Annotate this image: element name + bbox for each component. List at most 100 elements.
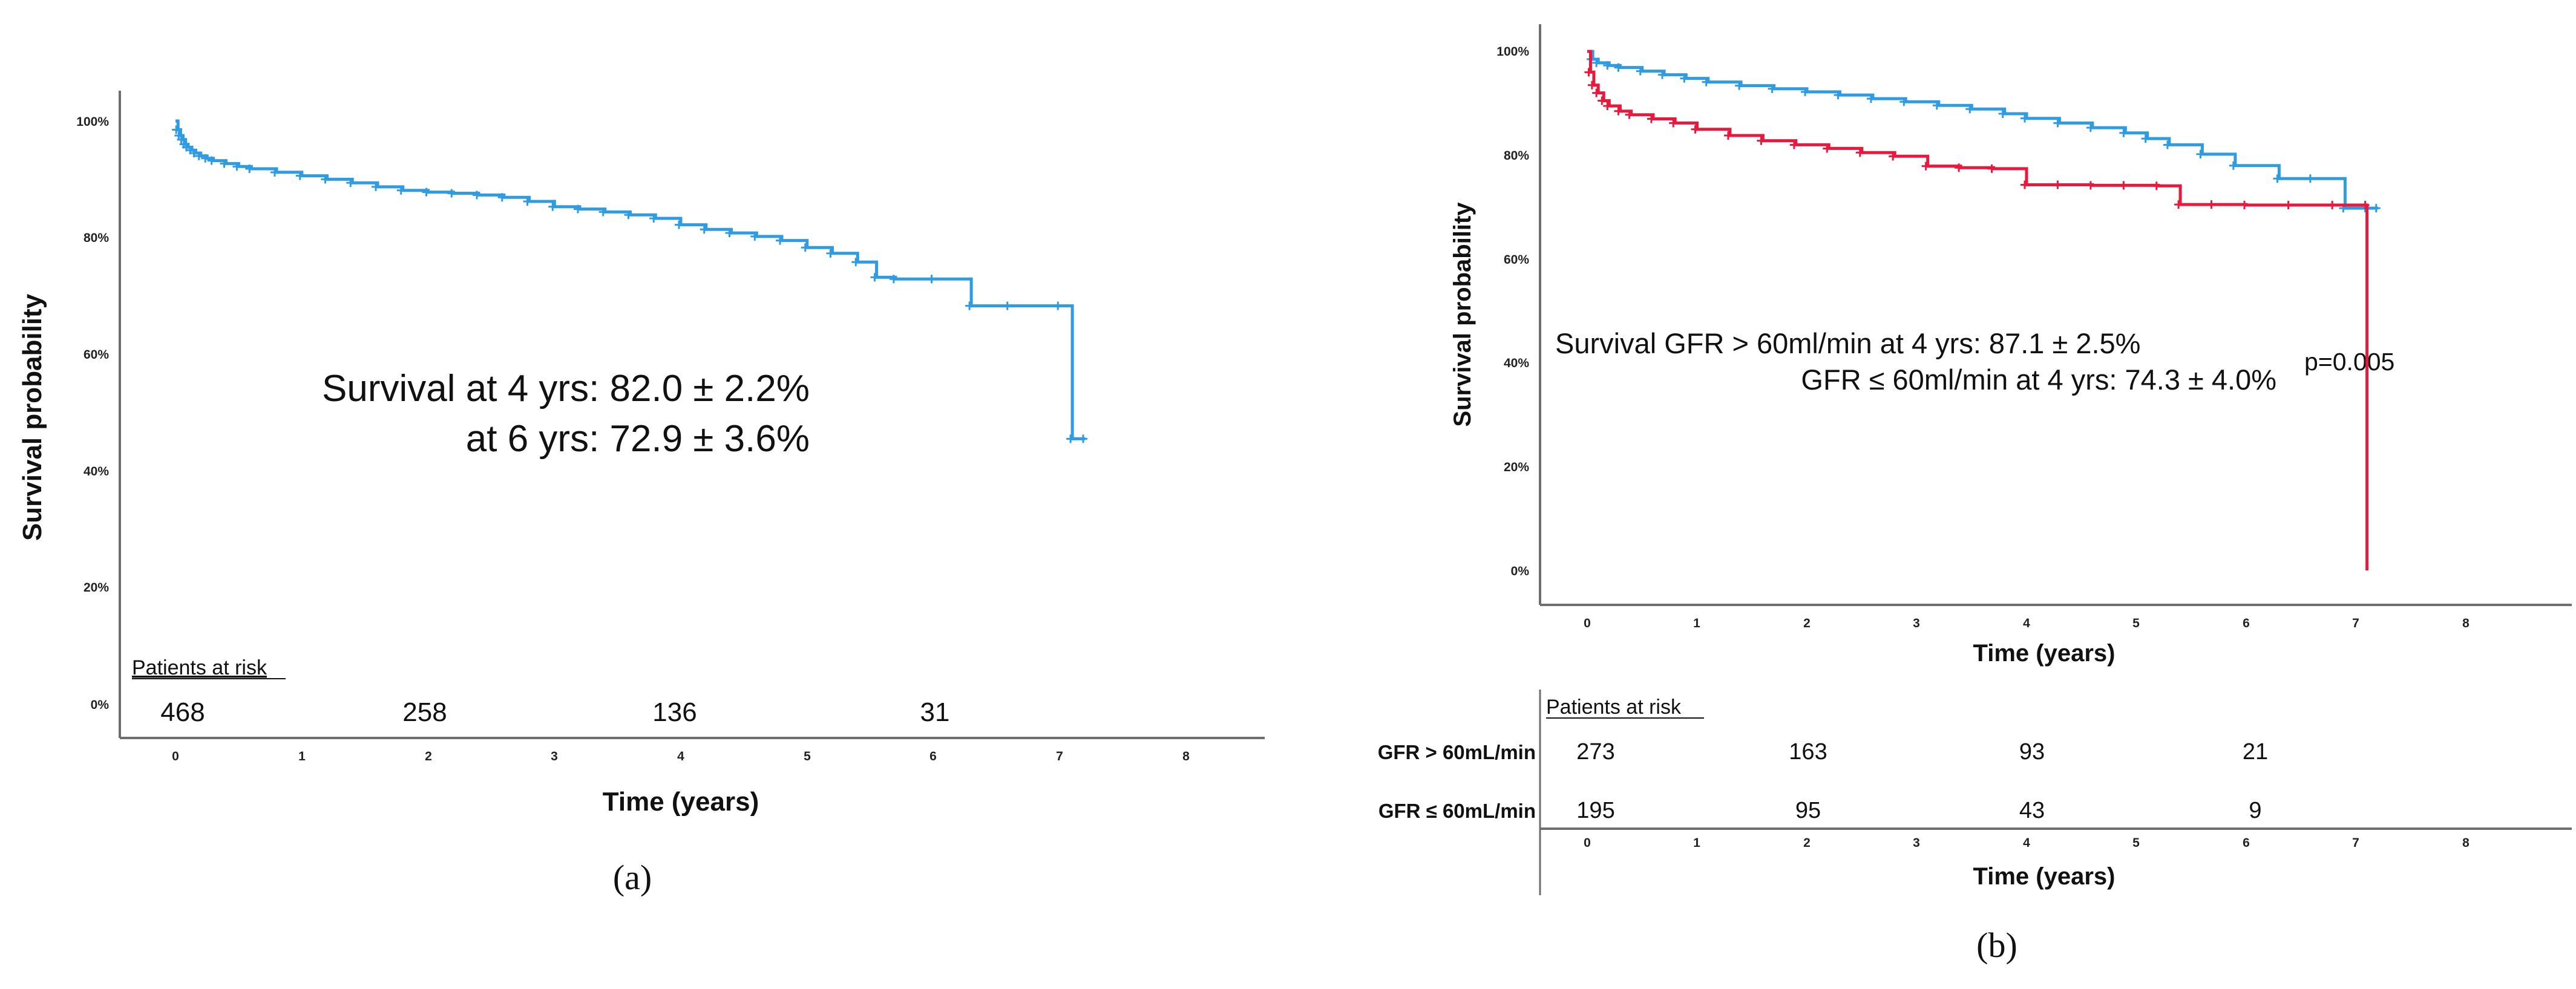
panel-b-series-1-censor-mark: [1647, 114, 1656, 123]
panel-a-annotation-4yrs: Survival at 4 yrs: 82.0 ± 2.2%: [322, 368, 810, 410]
panel-b-series-1-censor-mark: [2053, 180, 2062, 189]
panel-a-series-0-censor-mark: [574, 204, 582, 214]
panel-a-series-0-censor-mark: [1066, 434, 1075, 443]
panel-a-series-0-censor-mark: [207, 156, 216, 165]
panel-b-risk-low-t6: 9: [2249, 798, 2261, 823]
panel-b-series-0-censor-mark: [1866, 94, 1875, 103]
panel-b-series-1-censor-mark: [2240, 200, 2249, 209]
panel-b-risk-low-t2: 95: [1795, 798, 1821, 823]
panel-a-y-axis-title: Survival probability: [18, 293, 47, 541]
panel-a-series-0-censor-mark: [965, 301, 974, 310]
panel-a-x-axis-title: Time (years): [603, 787, 759, 817]
panel-b-series-1-censor-mark: [2361, 200, 2370, 209]
panel-b-series-0-censor-mark: [1965, 105, 1975, 114]
panel-b-series-0-censor-mark: [1603, 61, 1612, 70]
panel-b-risk-x-tick-4: 4: [2023, 836, 2030, 850]
panel-a-series-0-censor-mark: [447, 189, 456, 198]
panel-a-y-tick-60: 60%: [84, 348, 109, 362]
panel-a-series-0-censor-mark: [372, 182, 380, 191]
panel-b-y-tick-40: 40%: [1504, 356, 1529, 370]
panel-a-series-0-censor-mark: [346, 178, 355, 188]
panel-a-x-tick-6: 6: [929, 749, 937, 763]
panel-a-x-tick-0: 0: [172, 749, 179, 763]
panel-b-series-0-censor-mark: [1768, 84, 1777, 93]
panel-a-x-tick-5: 5: [804, 749, 811, 763]
panel-a-series-0-censor-mark: [473, 191, 481, 200]
panel-b-risk-high-t4: 93: [2019, 739, 2045, 765]
panel-a: 100% 80% 60% 40% 20% 0% 0 1 2 3 4 5 6 7 …: [18, 91, 1265, 897]
panel-b-risk-x-axis-title: Time (years): [1973, 863, 2116, 890]
panel-b-series-1-censor-mark: [1587, 80, 1596, 90]
panel-a-x-tick-7: 7: [1056, 749, 1063, 763]
panel-a-y-tick-40: 40%: [84, 465, 109, 478]
panel-a-risk-value-t2: 258: [402, 697, 447, 727]
panel-b-series-1-censor-mark: [2207, 200, 2216, 209]
panel-a-x-tick-1: 1: [298, 749, 306, 763]
panel-b-x-tick-6: 6: [2243, 616, 2250, 630]
panel-a-series-0-censor-mark: [321, 175, 330, 184]
panel-b-series-0-censor-mark: [2371, 204, 2381, 213]
panel-b-series-1-line: [1587, 50, 2369, 570]
panel-a-x-tick-4: 4: [677, 749, 684, 763]
panel-b-annotation-gfr-low: GFR ≤ 60ml/min at 4 yrs: 74.3 ± 4.0%: [1801, 364, 2276, 396]
panel-b-series-1-censor-mark: [1691, 125, 1700, 134]
panel-a-series-0-censor-mark: [523, 197, 532, 206]
panel-b-series-1-censor-mark: [2152, 181, 2161, 191]
panel-a-series-0-censor-mark: [548, 202, 557, 211]
panel-a-series-0-censor-mark: [624, 211, 633, 220]
panel-a-series-0-censor-mark: [177, 135, 186, 144]
panel-b-series-0-censor-mark: [2273, 174, 2282, 183]
panel-b-x-tick-4: 4: [2023, 616, 2030, 630]
panel-a-y-tick-80: 80%: [84, 231, 109, 245]
panel-b-series-1-censor-mark: [1823, 144, 1832, 153]
panel-b-annotation-pvalue: p=0.005: [2304, 348, 2394, 376]
panel-b-risk-x-tick-0: 0: [1584, 836, 1591, 850]
panel-b-y-tick-80: 80%: [1504, 149, 1529, 163]
panel-b-series-0-censor-mark: [2229, 161, 2238, 170]
panel-a-series-0-censor-mark: [870, 273, 879, 282]
panel-a-series-0-censor-mark: [725, 229, 734, 238]
panel-a-series-0-censor-mark: [245, 165, 254, 174]
panel-a-series-0-censor-mark: [422, 188, 431, 197]
panel-b-series-0-censor-mark: [2306, 174, 2315, 183]
panel-a-series-0-censor-mark: [826, 249, 835, 258]
panel-b-series-1-censor-mark: [1723, 131, 1732, 140]
panel-b-x-tick-0: 0: [1584, 616, 1591, 630]
panel-b-risk-high-t6: 21: [2243, 739, 2268, 765]
panel-a-series-0-censor-mark: [700, 225, 709, 234]
panel-a-series-0-censor-mark: [232, 162, 241, 171]
panel-a-y-tick-20: 20%: [84, 581, 109, 595]
panel-b-series-1-censor-mark: [1592, 88, 1601, 97]
panel-a-series-0-censor-mark: [649, 214, 658, 223]
panel-b-annotation-gfr-high: Survival GFR > 60ml/min at 4 yrs: 87.1 ±…: [1555, 327, 2140, 359]
panel-b-series-0-censor-mark: [2119, 128, 2128, 137]
panel-b-series-0-censor-mark: [2163, 140, 2172, 149]
panel-a-caption: (a): [613, 858, 652, 897]
panel-a-y-tick-0: 0%: [91, 698, 110, 712]
panel-a-x-tick-2: 2: [425, 749, 432, 763]
panel-b-x-tick-7: 7: [2352, 616, 2359, 630]
panel-b-y-axis-title: Survival probability: [1449, 202, 1476, 427]
panel-a-series-0-censor-mark: [194, 151, 203, 160]
panel-b-series-1-censor-mark: [1855, 148, 1864, 157]
panel-b-x-axis-title: Time (years): [1973, 640, 2116, 667]
panel-b-curves: [1584, 50, 2381, 570]
panel-a-series-0-censor-mark: [220, 159, 229, 168]
panel-b-y-tick-20: 20%: [1504, 460, 1529, 474]
panel-b-series-0-censor-mark: [1636, 67, 1645, 76]
panel-b-series-0-censor-mark: [1932, 101, 1941, 110]
panel-b-risk-x-tick-2: 2: [1803, 836, 1811, 850]
panel-b-risk-low-t4: 43: [2019, 798, 2045, 823]
panel-b-series-0-censor-mark: [2053, 119, 2062, 128]
panel-a-series-0-censor-mark: [396, 186, 405, 195]
panel-b-x-tick-5: 5: [2132, 616, 2140, 630]
panel-a-annotation-6yrs: at 6 yrs: 72.9 ± 3.6%: [466, 418, 810, 460]
panel-b-series-1-censor-mark: [2086, 181, 2095, 190]
panel-b-x-tick-1: 1: [1693, 616, 1700, 630]
panel-b-series-0-censor-mark: [1834, 91, 1843, 100]
panel-a-series-0-censor-mark: [270, 168, 279, 177]
panel-a-x-tick-8: 8: [1182, 749, 1190, 763]
panel-a-series-0-censor-mark: [1079, 434, 1087, 443]
panel-b-risk-x-tick-1: 1: [1693, 836, 1700, 850]
